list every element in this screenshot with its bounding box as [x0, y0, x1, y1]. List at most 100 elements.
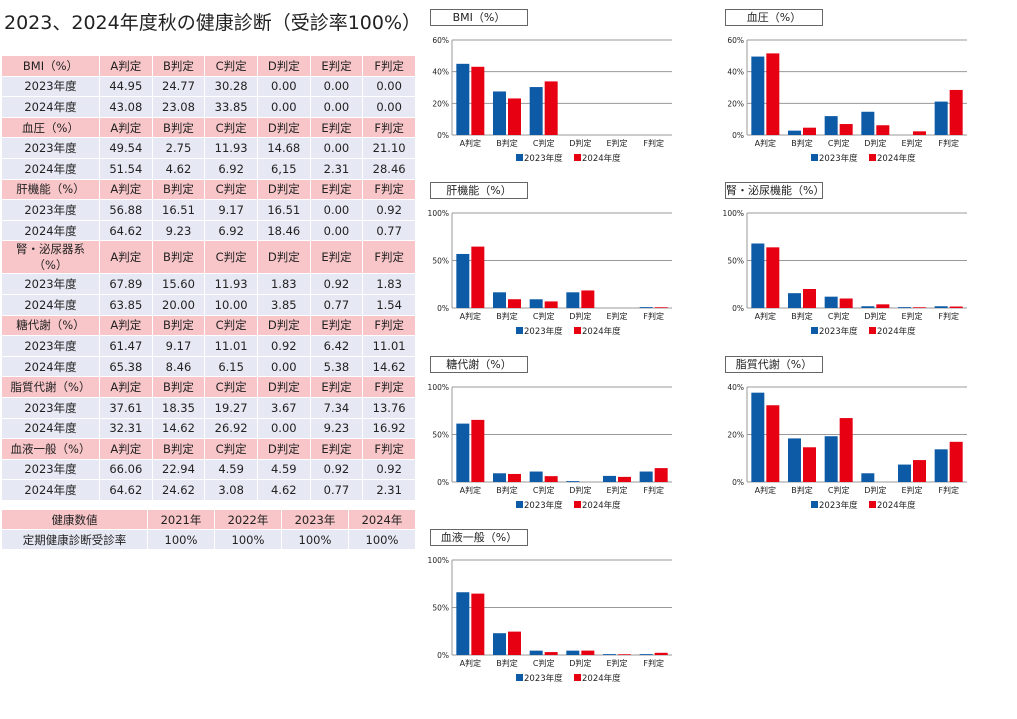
y-tick-label: 40%	[727, 383, 744, 392]
grade-header: E判定	[310, 117, 363, 138]
year-label: 2023年度	[2, 76, 99, 97]
grade-header: C判定	[205, 439, 257, 459]
grade-header: B判定	[152, 117, 205, 138]
bar-2023年度	[824, 436, 838, 482]
value-cell: 14.62	[363, 356, 415, 377]
year-label: 2023年度	[2, 336, 99, 356]
grade-header: F判定	[363, 439, 415, 459]
bar-2023年度	[788, 293, 801, 308]
value-cell: 13.76	[363, 397, 415, 418]
value-cell: 0.00	[310, 97, 363, 117]
x-tick-label: E判定	[606, 485, 627, 495]
year-label: 2023年度	[2, 200, 99, 220]
value-cell: 43.08	[100, 97, 152, 117]
section-label: 腎・泌尿器系（%）	[2, 241, 99, 274]
value-cell: 24.62	[152, 480, 205, 500]
value-cell: 0.00	[257, 97, 310, 117]
value-cell: 0.77	[363, 220, 415, 241]
grade-header: E判定	[310, 439, 363, 459]
x-tick-label: B判定	[496, 138, 518, 148]
legend-label: 2023年度	[524, 673, 563, 684]
chart-title: 脂質代謝（%）	[725, 356, 823, 373]
grade-header: E判定	[310, 241, 363, 274]
x-tick-label: B判定	[496, 311, 518, 321]
x-tick-label: F判定	[643, 485, 664, 495]
legend-swatch	[516, 327, 523, 334]
bar-2023年度	[751, 56, 765, 135]
value-cell: 16.92	[363, 418, 415, 439]
legend-label: 2023年度	[819, 153, 858, 164]
grade-header: B判定	[152, 439, 205, 459]
bar-2023年度	[898, 307, 911, 308]
grade-header: D判定	[257, 179, 310, 200]
value-cell: 0.00	[363, 76, 415, 97]
y-tick-label: 40%	[727, 68, 744, 77]
x-tick-label: A判定	[460, 311, 481, 321]
y-tick-label: 20%	[432, 99, 449, 108]
value-cell: 49.54	[100, 138, 152, 158]
x-tick-label: F判定	[643, 138, 664, 148]
grade-header: B判定	[152, 241, 205, 274]
grade-header: C判定	[205, 315, 257, 336]
chart-title: 血圧（%）	[725, 9, 823, 26]
value-cell: 66.06	[100, 459, 152, 480]
table-row: 2023年度 44.95 24.77 30.28 0.00 0.00 0.00	[2, 76, 415, 97]
legend-swatch	[811, 154, 818, 161]
bar-2024年度	[654, 468, 668, 482]
x-tick-label: B判定	[496, 485, 518, 495]
x-tick-label: F判定	[938, 311, 959, 321]
bar-2024年度	[581, 650, 595, 655]
bar-2024年度	[839, 298, 853, 308]
table-row: 2024年度 51.54 4.62 6.92 6,15 2.31 28.46	[2, 158, 415, 179]
bar-2024年度	[544, 476, 558, 482]
value-cell: 33.85	[205, 97, 257, 117]
grade-header: B判定	[152, 377, 205, 397]
rate-cell: 100%	[282, 530, 348, 549]
section-header-row: 血圧（%） A判定 B判定 C判定 D判定 E判定 F判定	[2, 117, 415, 138]
x-tick-label: D判定	[569, 658, 591, 668]
table-row: 2023年度 67.89 15.60 11.93 1.83 0.92 1.83	[2, 274, 415, 294]
value-cell: 44.95	[100, 76, 152, 97]
x-tick-label: B判定	[791, 485, 813, 495]
grade-header: D判定	[257, 241, 310, 274]
value-cell: 67.89	[100, 274, 152, 294]
legend-swatch	[811, 327, 818, 334]
grade-header: F判定	[363, 241, 415, 274]
y-tick-label: 0%	[437, 131, 449, 140]
y-tick-label: 0%	[732, 478, 744, 487]
legend-label: 2024年度	[877, 326, 916, 337]
bar-2023年度	[751, 392, 765, 482]
bar-2023年度	[529, 87, 543, 135]
grade-header: A判定	[100, 241, 152, 274]
x-tick-label: F判定	[938, 485, 959, 495]
value-cell: 4.62	[257, 480, 310, 500]
chart-plot: 0% 50% 100% A判定 B判定 C判定 D判定 E判定 F判定 2023年度 2024年度	[428, 556, 672, 684]
x-tick-label: D判定	[864, 311, 886, 321]
checkup-rate-table: 健康数値 2021年 2022年 2023年 2024年 定期健康診断受診率 1…	[1, 509, 416, 550]
value-cell: 4.59	[257, 459, 310, 480]
grade-header: C判定	[205, 117, 257, 138]
page-title: 2023、2024年度秋の健康診断（受診率100%）	[4, 12, 422, 34]
chart: 腎・泌尿機能（%） 0% 50% 100% A判定 B判定 C判定 D判定 E判定 F判定 2023…	[723, 182, 995, 347]
bar-2023年度	[529, 471, 543, 482]
value-cell: 21.10	[363, 138, 415, 158]
value-cell: 9.17	[205, 200, 257, 220]
chart-plot: 0% 50% 100% A判定 B判定 C判定 D判定 E判定 F判定 2023年度 2024年度	[723, 209, 967, 337]
bar-2024年度	[544, 652, 558, 655]
x-tick-label: A判定	[755, 138, 776, 148]
value-cell: 0.92	[310, 459, 363, 480]
value-cell: 6.42	[310, 336, 363, 356]
grade-header: C判定	[205, 56, 257, 76]
value-cell: 19.27	[205, 397, 257, 418]
y-tick-label: 50%	[432, 604, 449, 613]
value-cell: 9.23	[310, 418, 363, 439]
y-tick-label: 40%	[432, 68, 449, 77]
x-tick-label: A判定	[460, 658, 481, 668]
grade-header: A判定	[100, 56, 152, 76]
value-cell: 10.00	[205, 294, 257, 315]
value-cell: 1.83	[257, 274, 310, 294]
legend-swatch	[574, 327, 581, 334]
bar-2023年度	[493, 292, 506, 308]
value-cell: 32.31	[100, 418, 152, 439]
value-cell: 51.54	[100, 158, 152, 179]
